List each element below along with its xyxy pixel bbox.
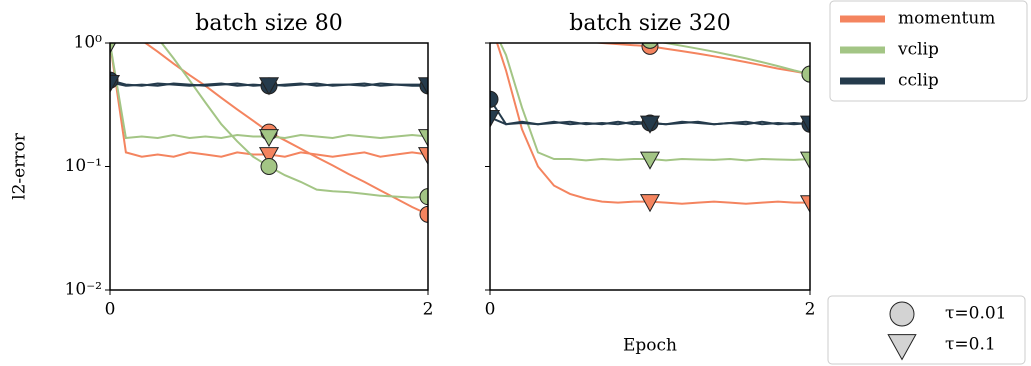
- plot-area: [102, 0, 428, 223]
- point-marker: [799, 195, 810, 214]
- point-marker: [258, 77, 280, 96]
- point-marker: [801, 65, 810, 83]
- point-marker: [419, 188, 428, 206]
- point-marker: [490, 90, 499, 108]
- point-marker: [102, 0, 118, 14]
- legend-label: momentum: [898, 9, 995, 29]
- point-marker: [417, 77, 428, 96]
- point-marker: [639, 151, 661, 170]
- point-marker: [419, 205, 428, 223]
- y-axis-label: l2-error: [10, 132, 30, 200]
- legend-marker: [887, 334, 917, 361]
- point-marker: [490, 109, 501, 129]
- x-tick-label: 0: [485, 300, 496, 320]
- point-marker: [639, 115, 661, 134]
- legend-marker: [889, 301, 915, 327]
- series-line: [659, 43, 810, 76]
- x-axis-label: Epoch: [623, 336, 677, 356]
- series-line: [499, 43, 810, 162]
- point-marker: [102, 10, 118, 26]
- x-tick-label: 2: [423, 300, 434, 320]
- chart-title: batch size 80: [195, 11, 342, 36]
- legend-label: vclip: [897, 40, 939, 60]
- point-marker: [417, 129, 428, 148]
- legend-box: [827, 295, 1026, 365]
- point-marker: [481, 14, 499, 31]
- legend-label: τ=0.1: [945, 335, 996, 355]
- axes-frame: [109, 42, 429, 291]
- point-marker: [481, 14, 499, 31]
- point-marker: [258, 129, 280, 148]
- x-tick-label: 2: [805, 300, 816, 320]
- series-line: [143, 43, 428, 216]
- point-marker: [260, 158, 278, 175]
- point-marker: [110, 43, 116, 54]
- y-tick-label: 10⁻¹: [65, 156, 102, 176]
- axes-frame: [489, 42, 811, 291]
- x-tick-label: 0: [105, 300, 116, 320]
- point-marker: [641, 43, 659, 49]
- legend-label: cclip: [898, 71, 939, 91]
- point-marker: [110, 74, 121, 94]
- point-marker: [417, 147, 428, 166]
- point-marker: [258, 147, 280, 166]
- point-marker: [799, 115, 810, 134]
- plot-area: [481, 14, 810, 214]
- point-marker: [639, 194, 661, 213]
- y-tick-label: 10⁻²: [65, 280, 102, 300]
- chart-title: batch size 320: [569, 11, 730, 36]
- legend-label: τ=0.01: [945, 304, 1007, 324]
- legend-box: [829, 0, 1028, 102]
- y-tick-label: 10⁰: [74, 33, 103, 53]
- point-marker: [799, 151, 810, 170]
